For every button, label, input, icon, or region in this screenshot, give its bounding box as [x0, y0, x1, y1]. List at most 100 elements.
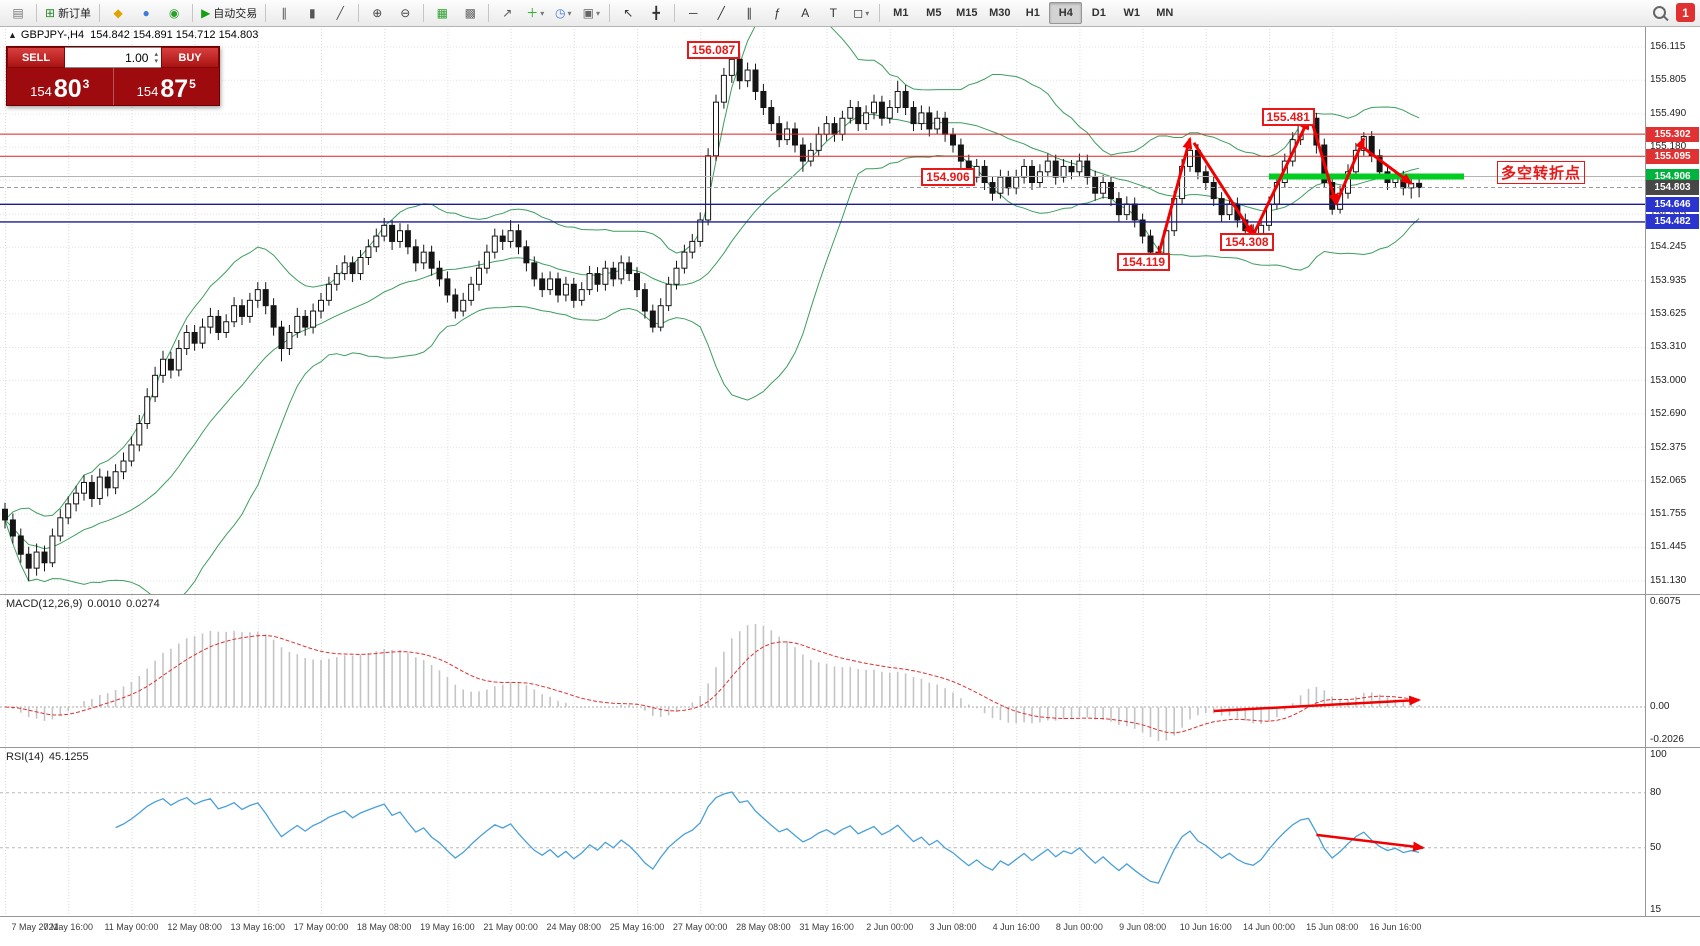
market-info-icon: ◉ [168, 6, 180, 20]
price-annotation[interactable]: 155.481 [1261, 107, 1315, 126]
macd-value-main: 0.0010 [87, 598, 122, 610]
horizontal-lines[interactable] [0, 133, 1645, 223]
timeframe-h4[interactable]: H4 [1049, 2, 1083, 24]
panel-separator[interactable] [0, 594, 1700, 595]
price-tick-label: 152.375 [1650, 441, 1687, 453]
toolbar-separator [265, 4, 267, 22]
sell-price[interactable]: 154 80 3 [7, 68, 114, 105]
collapse-icon[interactable]: ▲ [8, 30, 17, 40]
grid-layer [0, 595, 1645, 747]
sell-button[interactable]: SELL [7, 47, 65, 68]
zoom-in-icon: ⊕ [372, 6, 383, 20]
panel-separator[interactable] [0, 916, 1700, 917]
chart-line-icon: ╱ [336, 6, 344, 20]
price-tag[interactable]: 154.803 [1646, 180, 1699, 196]
timeframe-d1[interactable]: D1 [1091, 7, 1106, 19]
macd-trend-arrow[interactable] [1213, 695, 1422, 713]
rsi-chart-canvas[interactable] [0, 748, 1700, 916]
time-label: 14 Jun 00:00 [1242, 922, 1296, 932]
macd-chart-canvas[interactable] [0, 595, 1700, 747]
zoom-in-button[interactable]: ⊕ [363, 2, 391, 24]
timeframe-m1[interactable]: M1 [893, 7, 909, 19]
new-order-button[interactable]: ⊞ 新订单 [41, 2, 95, 24]
notification-badge[interactable]: 1 [1676, 3, 1695, 22]
price-axis-border [1645, 26, 1646, 946]
price-annotation[interactable]: 154.119 [1117, 252, 1171, 271]
crosshair-button[interactable]: ╋ [642, 2, 670, 24]
price-tick-label: 153.310 [1650, 341, 1687, 353]
autotrading-label: 自动交易 [213, 8, 258, 20]
price-tick-label: 155.180 [1650, 141, 1687, 153]
toolbar-separator [609, 4, 611, 22]
shapes-tool-dropdown-icon[interactable]: ▾ [865, 8, 870, 18]
periods-button[interactable]: ◷ ▾ [549, 2, 577, 24]
price-annotation[interactable]: 154.308 [1220, 232, 1274, 251]
arrange-windows-button[interactable]: ▩ [456, 2, 484, 24]
new-order-label: 新订单 [58, 8, 92, 20]
trend-arrows[interactable] [1156, 117, 1413, 256]
text-tool-button[interactable]: A [791, 2, 819, 24]
shapes-tool-button[interactable]: ◻ ▾ [847, 2, 875, 24]
support-bar[interactable] [1269, 173, 1464, 180]
price-annotation[interactable]: 156.087 [686, 40, 741, 59]
trendline-tool-button[interactable]: ╱ [707, 2, 735, 24]
chart-bars-button[interactable]: ∥ [270, 2, 298, 24]
price-tag[interactable]: 155.095 [1646, 148, 1699, 164]
panel-separator[interactable] [0, 747, 1700, 748]
chart-line-button[interactable]: ╱ [326, 2, 354, 24]
time-label: 17 May 00:00 [293, 922, 349, 932]
price-tag[interactable]: 155.302 [1646, 126, 1699, 142]
tile-windows-button[interactable]: ▦ [428, 2, 456, 24]
horizontal-line-tool-button[interactable]: ─ [679, 2, 707, 24]
toolbar-separator [488, 4, 490, 22]
new-chart-window-button[interactable]: ▤ [4, 2, 32, 24]
market-info-button[interactable]: ◉ [160, 2, 188, 24]
channel-tool-button[interactable]: ∥ [735, 2, 763, 24]
indicators-dropdown-icon[interactable]: ▾ [540, 8, 545, 18]
chinese-note-label[interactable]: 多空转折点 [1497, 161, 1586, 184]
chart-candles-icon: ▮ [308, 6, 316, 20]
fibonacci-tool-icon: ƒ [773, 6, 781, 20]
time-label: 4 Jun 16:00 [992, 922, 1040, 932]
volume-stepper: ▴ ▾ [151, 51, 161, 65]
time-label: 10 Jun 16:00 [1179, 922, 1232, 932]
volume-up-icon[interactable]: ▴ [154, 50, 158, 58]
label-tool-button[interactable]: T [819, 2, 847, 24]
periods-dropdown-icon[interactable]: ▾ [567, 8, 572, 18]
autotrading-button[interactable]: ▶ 自动交易 [197, 2, 261, 24]
volume-down-icon[interactable]: ▾ [154, 57, 158, 65]
timeframe-m5[interactable]: M5 [926, 7, 942, 19]
timeframe-w1[interactable]: W1 [1123, 7, 1141, 19]
price-tick-label: 151.755 [1650, 508, 1687, 520]
cursor-button[interactable]: ↖ [614, 2, 642, 24]
indicators-button[interactable]: ＋ ▾ [521, 2, 549, 24]
mql5-community-button[interactable]: ◆ [104, 2, 132, 24]
fibonacci-tool-button[interactable]: ƒ [763, 2, 791, 24]
buy-button[interactable]: BUY [161, 47, 219, 68]
templates-dropdown-icon[interactable]: ▾ [595, 8, 600, 18]
rsi-trend-arrow[interactable] [1316, 833, 1426, 852]
toolbar-separator [99, 4, 101, 22]
user-profile-button[interactable]: ● [132, 2, 160, 24]
price-annotation[interactable]: 154.906 [921, 167, 975, 186]
zoom-out-button[interactable]: ⊖ [391, 2, 419, 24]
time-label: 3 Jun 08:00 [929, 922, 977, 932]
timeframe-mn[interactable]: MN [1156, 7, 1174, 19]
label-tool-icon: T [829, 6, 837, 20]
price-tag[interactable]: 154.482 [1646, 214, 1699, 230]
buy-price-big: 154 [136, 84, 159, 99]
strategy-tester-button[interactable]: ↗ [493, 2, 521, 24]
chart-candles-button[interactable]: ▮ [298, 2, 326, 24]
search-icon[interactable] [1653, 6, 1666, 24]
timeframe-m15[interactable]: M15 [956, 7, 978, 19]
macd-signal-line [4, 634, 1420, 734]
templates-button[interactable]: ▣ ▾ [577, 2, 605, 24]
price-tag[interactable]: 154.646 [1646, 196, 1699, 212]
volume-input[interactable] [65, 49, 152, 66]
tile-windows-icon: ▦ [436, 6, 448, 20]
main-chart-canvas[interactable] [0, 26, 1700, 595]
buy-price[interactable]: 154 87 5 [114, 68, 220, 105]
time-axis[interactable]: 7 May 2021 7 May 16:00 11 May 00:00 12 May … [0, 917, 1700, 946]
timeframe-m30[interactable]: M30 [989, 7, 1011, 19]
timeframe-h1[interactable]: H1 [1025, 7, 1040, 19]
